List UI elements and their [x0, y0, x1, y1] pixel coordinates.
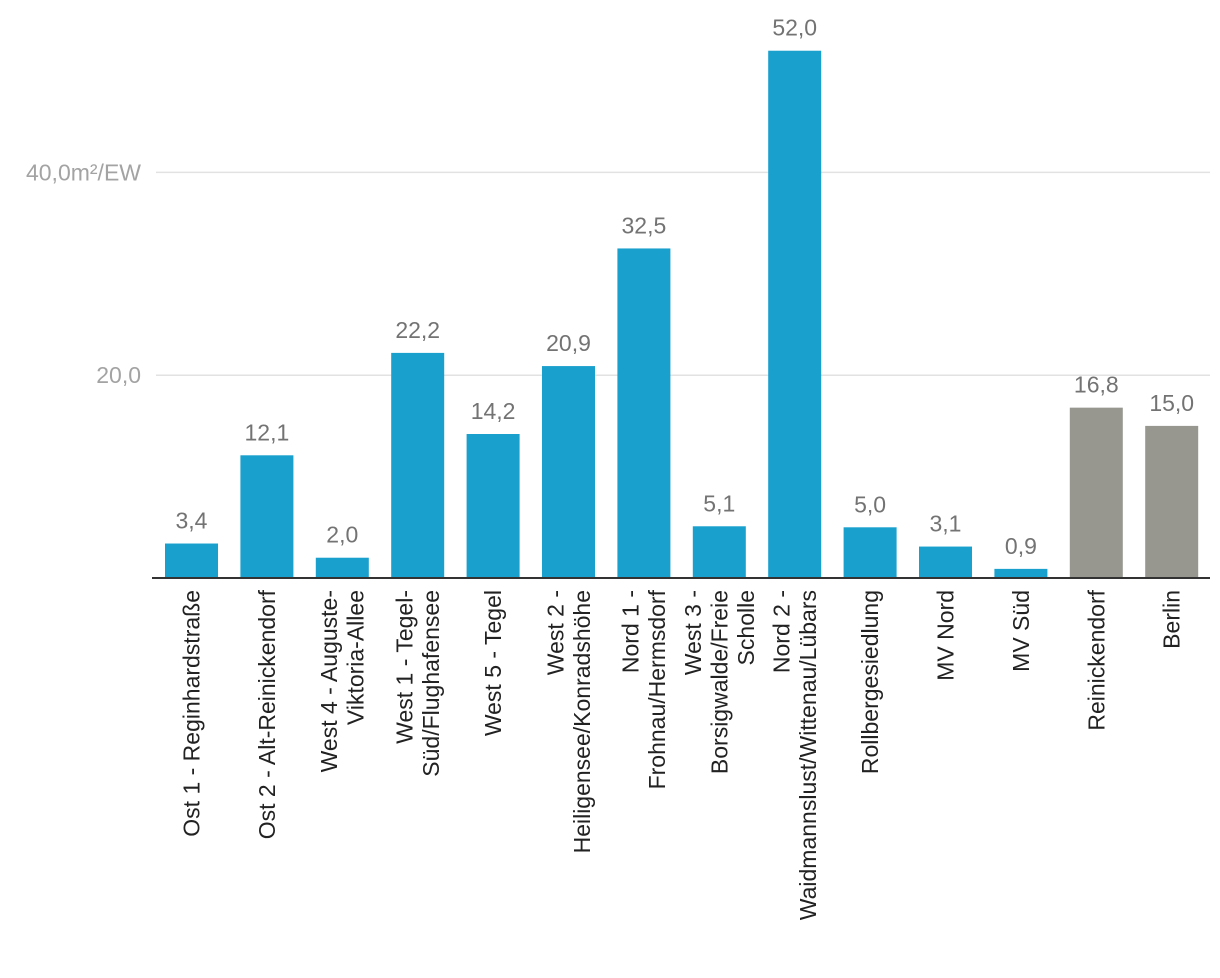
- category-label-line: Frohnau/Hermsdorf: [644, 589, 670, 789]
- y-axis-ticks: 20,0 40,0m²/EW: [26, 159, 141, 388]
- value-label: 14,2: [471, 398, 516, 424]
- value-label: 16,8: [1074, 372, 1119, 398]
- category-label: Rollbergesiedlung: [857, 590, 883, 774]
- category-label: West 2 - Heiligensee/Konradshöhe: [542, 590, 595, 853]
- bar: [768, 50, 822, 579]
- value-label: 5,0: [854, 491, 886, 517]
- category-label: MV Süd: [1008, 590, 1034, 672]
- category-label: Nord 2 - Waidmannslust/Wittenau/Lübars: [768, 590, 821, 920]
- category-label: West 1 - Tegel- Süd/Flughafensee: [391, 590, 444, 777]
- y-tick-label: 20,0: [96, 362, 141, 388]
- category-label-line: Ost 2 - Alt-Reinickendorf: [254, 589, 280, 839]
- category-label-line: Rollbergesiedlung: [857, 590, 883, 774]
- value-label: 52,0: [772, 15, 817, 41]
- category-label-line: West 3 -: [680, 590, 706, 675]
- category-label-line: Borsigwalde/Freie: [706, 590, 732, 774]
- gridlines: [156, 171, 1210, 376]
- category-label-line: Nord 2 -: [768, 590, 794, 673]
- value-label: 3,1: [930, 511, 962, 537]
- category-label-line: Waidmannslust/Wittenau/Lübars: [795, 590, 821, 920]
- category-label-line: MV Süd: [1008, 590, 1034, 672]
- category-label-line: Nord 1 -: [618, 590, 644, 673]
- bar: [165, 543, 218, 578]
- category-label: Ost 2 - Alt-Reinickendorf: [254, 589, 280, 839]
- category-label: West 4 - Auguste- Viktoria-Allee: [316, 590, 369, 772]
- category-label-line: Heiligensee/Konradshöhe: [569, 590, 595, 853]
- category-label: Ost 1 - Reginhardstraße: [179, 590, 205, 837]
- category-label: Reinickendorf: [1083, 589, 1109, 730]
- category-labels: Ost 1 - Reginhardstraße Ost 2 - Alt-Reini…: [179, 589, 1185, 920]
- category-label-line: Viktoria-Allee: [343, 590, 369, 725]
- bar: [240, 455, 294, 578]
- value-label: 22,2: [395, 317, 440, 343]
- value-label: 15,0: [1149, 390, 1194, 416]
- value-labels: 3,4 12,1 2,0 22,2 14,2 20,9 32,5 5,1 52,0 5,0 3,1 0…: [176, 15, 1195, 559]
- bar: [617, 248, 671, 578]
- category-label-line: West 5 - Tegel: [480, 590, 506, 736]
- category-label: MV Nord: [933, 590, 959, 681]
- category-label-line: Süd/Flughafensee: [418, 590, 444, 777]
- category-label-line: Reinickendorf: [1083, 589, 1109, 730]
- category-label: Nord 1 - Frohnau/Hermsdorf: [618, 589, 671, 789]
- category-label-line: Ost 1 - Reginhardstraße: [179, 590, 205, 837]
- value-label: 3,4: [176, 508, 208, 534]
- value-label: 32,5: [622, 212, 667, 238]
- category-label: West 5 - Tegel: [480, 590, 506, 736]
- bar: [315, 557, 369, 578]
- bar: [391, 352, 445, 578]
- bar: [843, 527, 897, 578]
- value-label: 12,1: [245, 419, 290, 445]
- category-label-line: West 4 - Auguste-: [316, 590, 342, 772]
- category-label-line: West 1 - Tegel-: [391, 590, 417, 744]
- category-label-line: Scholle: [733, 590, 759, 665]
- value-label: 5,1: [703, 490, 735, 516]
- bar: [1069, 407, 1123, 578]
- category-label-line: West 2 -: [542, 590, 568, 675]
- bar: [542, 366, 595, 578]
- category-label: Berlin: [1159, 590, 1185, 649]
- category-label-line: Berlin: [1159, 590, 1185, 649]
- value-label: 0,9: [1005, 533, 1037, 559]
- bar: [692, 526, 746, 578]
- category-label-line: MV Nord: [933, 590, 959, 681]
- category-label: West 3 - Borsigwalde/Freie Scholle: [680, 590, 759, 774]
- value-label: 2,0: [326, 522, 358, 548]
- value-label: 20,9: [546, 330, 591, 356]
- bar: [994, 568, 1048, 578]
- bar: [1145, 425, 1199, 578]
- bar: [466, 434, 520, 578]
- bar: [919, 546, 972, 578]
- bars: [165, 50, 1199, 579]
- y-tick-label: 40,0m²/EW: [26, 159, 141, 185]
